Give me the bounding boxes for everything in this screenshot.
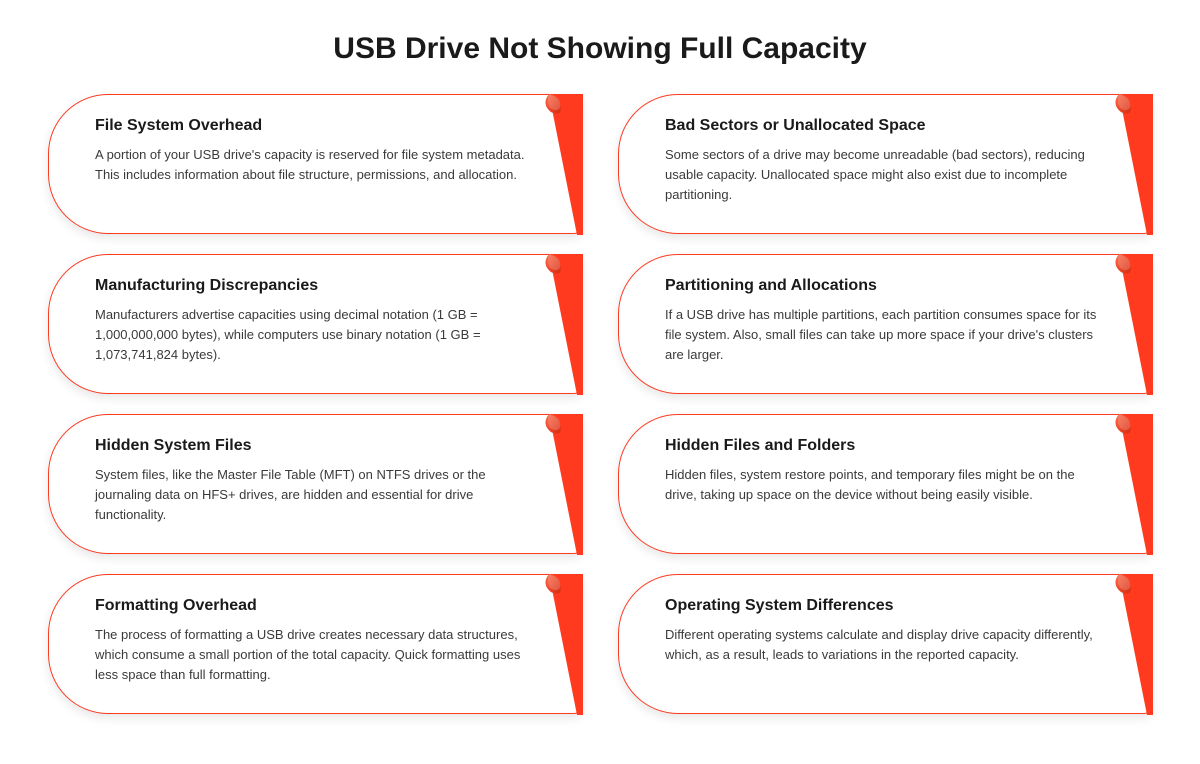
card-heading: Hidden Files and Folders	[665, 437, 1099, 455]
card-heading: Formatting Overhead	[95, 597, 529, 615]
page-curl-icon	[1105, 414, 1153, 555]
page-curl-icon	[1105, 94, 1153, 235]
info-card: File System Overhead A portion of your U…	[48, 94, 582, 234]
info-card: Hidden System Files System files, like t…	[48, 414, 582, 554]
card-heading: Hidden System Files	[95, 437, 529, 455]
info-card: Operating System Differences Different o…	[618, 574, 1152, 714]
card-description: Hidden files, system restore points, and…	[665, 465, 1099, 505]
card-grid: File System Overhead A portion of your U…	[48, 94, 1152, 714]
page-title: USB Drive Not Showing Full Capacity	[48, 32, 1152, 66]
page-curl-icon	[535, 574, 583, 715]
info-card: Bad Sectors or Unallocated Space Some se…	[618, 94, 1152, 234]
card-heading: File System Overhead	[95, 117, 529, 135]
info-card: Hidden Files and Folders Hidden files, s…	[618, 414, 1152, 554]
page-curl-icon	[1105, 254, 1153, 395]
card-description: Different operating systems calculate an…	[665, 625, 1099, 665]
card-description: Some sectors of a drive may become unrea…	[665, 145, 1099, 205]
card-description: If a USB drive has multiple partitions, …	[665, 305, 1099, 365]
info-card: Partitioning and Allocations If a USB dr…	[618, 254, 1152, 394]
page-curl-icon	[535, 94, 583, 235]
page-curl-icon	[1105, 574, 1153, 715]
info-card: Manufacturing Discrepancies Manufacturer…	[48, 254, 582, 394]
card-description: System files, like the Master File Table…	[95, 465, 529, 525]
card-description: The process of formatting a USB drive cr…	[95, 625, 529, 685]
info-card: Formatting Overhead The process of forma…	[48, 574, 582, 714]
card-description: Manufacturers advertise capacities using…	[95, 305, 529, 365]
page-curl-icon	[535, 414, 583, 555]
card-heading: Bad Sectors or Unallocated Space	[665, 117, 1099, 135]
card-description: A portion of your USB drive's capacity i…	[95, 145, 529, 185]
page-curl-icon	[535, 254, 583, 395]
card-heading: Operating System Differences	[665, 597, 1099, 615]
card-heading: Partitioning and Allocations	[665, 277, 1099, 295]
card-heading: Manufacturing Discrepancies	[95, 277, 529, 295]
